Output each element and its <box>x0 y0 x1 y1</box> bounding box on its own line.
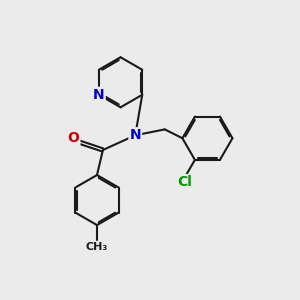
Text: N: N <box>93 88 105 102</box>
Text: CH₃: CH₃ <box>86 242 108 252</box>
Text: Cl: Cl <box>177 175 192 189</box>
Text: N: N <box>130 128 141 142</box>
Text: O: O <box>68 131 80 145</box>
